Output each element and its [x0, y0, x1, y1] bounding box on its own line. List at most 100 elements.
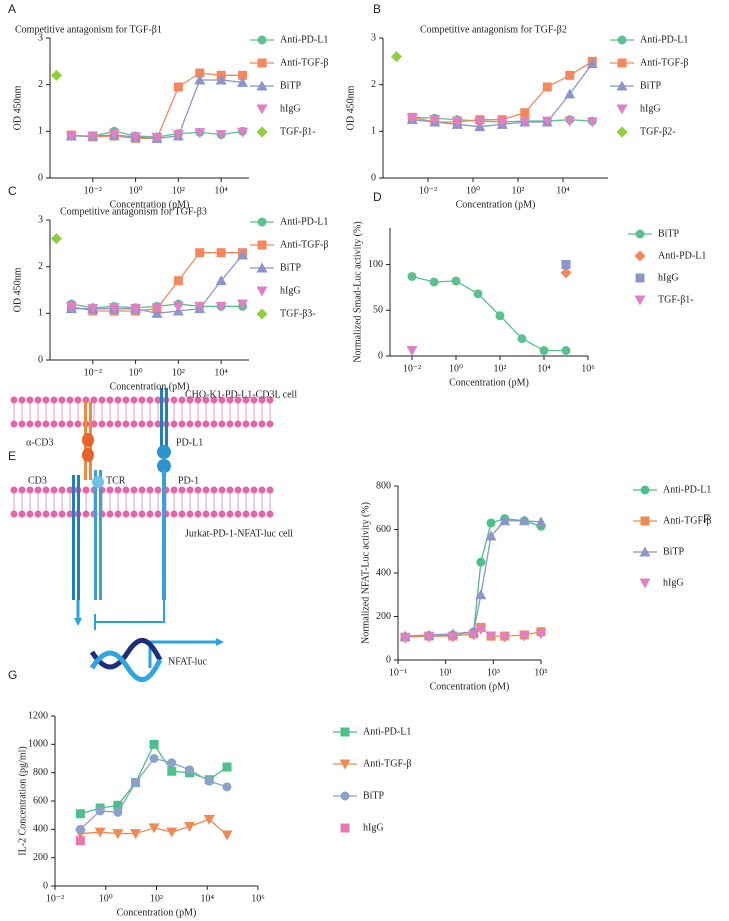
data-point — [451, 116, 463, 127]
lipid-head — [146, 396, 154, 404]
data-point — [195, 68, 205, 78]
lipid-head — [10, 510, 18, 518]
legend-label: hIgG — [663, 577, 684, 588]
legend-marker — [256, 262, 268, 273]
data-point — [75, 836, 85, 846]
lipid-head — [202, 396, 210, 404]
x-tick-label: 10⁴ — [556, 185, 570, 196]
lipid-head — [234, 510, 242, 518]
lipid-head — [130, 420, 138, 428]
x-tick-label: 10⁴ — [537, 363, 551, 374]
data-point — [475, 625, 487, 636]
lipid-head — [66, 510, 74, 518]
data-point — [541, 116, 553, 127]
data-point — [221, 830, 233, 841]
lipid-head — [42, 396, 50, 404]
data-point — [518, 631, 530, 642]
fit-curve — [79, 757, 228, 830]
legend-marker — [634, 295, 646, 306]
data-point — [423, 632, 435, 643]
data-point — [216, 248, 226, 258]
lipid-head — [218, 420, 226, 428]
lipid-head — [10, 396, 18, 404]
legend-marker — [639, 546, 651, 557]
legend-label: BiTP — [280, 262, 302, 273]
lipid-head — [106, 396, 114, 404]
dna-strand — [89, 637, 163, 670]
data-point — [238, 70, 248, 80]
lipid-head — [50, 510, 58, 518]
lipid-head — [258, 486, 266, 494]
lipid-head — [138, 396, 146, 404]
lipid-head — [26, 510, 34, 518]
data-point — [222, 782, 232, 792]
data-point — [406, 113, 418, 124]
lipid-head — [170, 510, 178, 518]
legend-label: Anti-PD-L1 — [280, 34, 328, 45]
y-tick-label: 100 — [368, 259, 383, 270]
lipid-head — [26, 420, 34, 428]
data-point — [95, 806, 105, 816]
lipid-head — [42, 510, 50, 518]
data-point — [108, 303, 120, 314]
data-point — [65, 131, 77, 142]
lipid-head — [122, 420, 130, 428]
y-tick-label: 0 — [371, 172, 376, 183]
legend-marker — [257, 217, 267, 227]
y-tick-label: 800 — [33, 767, 48, 778]
data-point — [565, 70, 575, 80]
y-tick-label: 2 — [38, 261, 43, 272]
lipid-head — [130, 396, 138, 404]
data-point — [50, 233, 62, 245]
data-point — [149, 754, 159, 763]
y-tick-label: 0 — [386, 654, 391, 665]
data-point — [399, 633, 411, 644]
lipid-head — [210, 486, 218, 494]
lipid-head — [258, 510, 266, 518]
protein-label: TCR — [106, 475, 126, 486]
lipid-head — [82, 510, 90, 518]
lipid-head — [226, 486, 234, 494]
data-point — [75, 809, 85, 819]
data-point — [172, 130, 184, 141]
lipid-head — [194, 486, 202, 494]
diagram: E CHO-K1-PD-L1-CD3L cell α-CD3 PD-L1 CD3… — [8, 388, 297, 683]
legend-label: BiTP — [663, 546, 685, 557]
legend-label: BiTP — [640, 80, 662, 91]
y-tick-label: 600 — [376, 524, 391, 535]
legend-marker — [256, 126, 268, 138]
y-tick-label: 50 — [373, 305, 383, 316]
lipid-head — [258, 420, 266, 428]
fit-curve — [405, 517, 542, 638]
data-point — [237, 76, 249, 87]
lipid-head — [18, 510, 26, 518]
pd-l1-bar — [160, 388, 163, 458]
lipid-head — [218, 396, 226, 404]
data-point — [215, 301, 227, 312]
lipid-head — [130, 510, 138, 518]
lipid-head — [114, 510, 122, 518]
reporter-label: NFAT-luc — [168, 656, 207, 667]
data-point — [222, 762, 232, 772]
lipid-head — [66, 396, 74, 404]
data-point — [185, 765, 195, 775]
data-point — [485, 631, 497, 642]
lipid-head — [114, 396, 122, 404]
data-point — [204, 776, 214, 786]
lipid-head — [98, 420, 106, 428]
data-point — [564, 88, 576, 99]
lipid-head — [218, 510, 226, 518]
data-point — [518, 515, 530, 526]
lipid-head — [74, 420, 82, 428]
data-point — [113, 807, 123, 817]
x-tick-label: 10⁴ — [201, 893, 215, 904]
data-point — [474, 117, 486, 128]
fit-curve — [405, 520, 542, 637]
data-point — [391, 51, 403, 63]
panel-letter: A — [8, 2, 16, 16]
data-point — [451, 276, 461, 286]
data-point — [194, 128, 206, 139]
x-tick-label: 10⁰ — [99, 893, 113, 904]
x-tick-label: 10⁴ — [214, 185, 228, 196]
data-point — [499, 515, 511, 526]
